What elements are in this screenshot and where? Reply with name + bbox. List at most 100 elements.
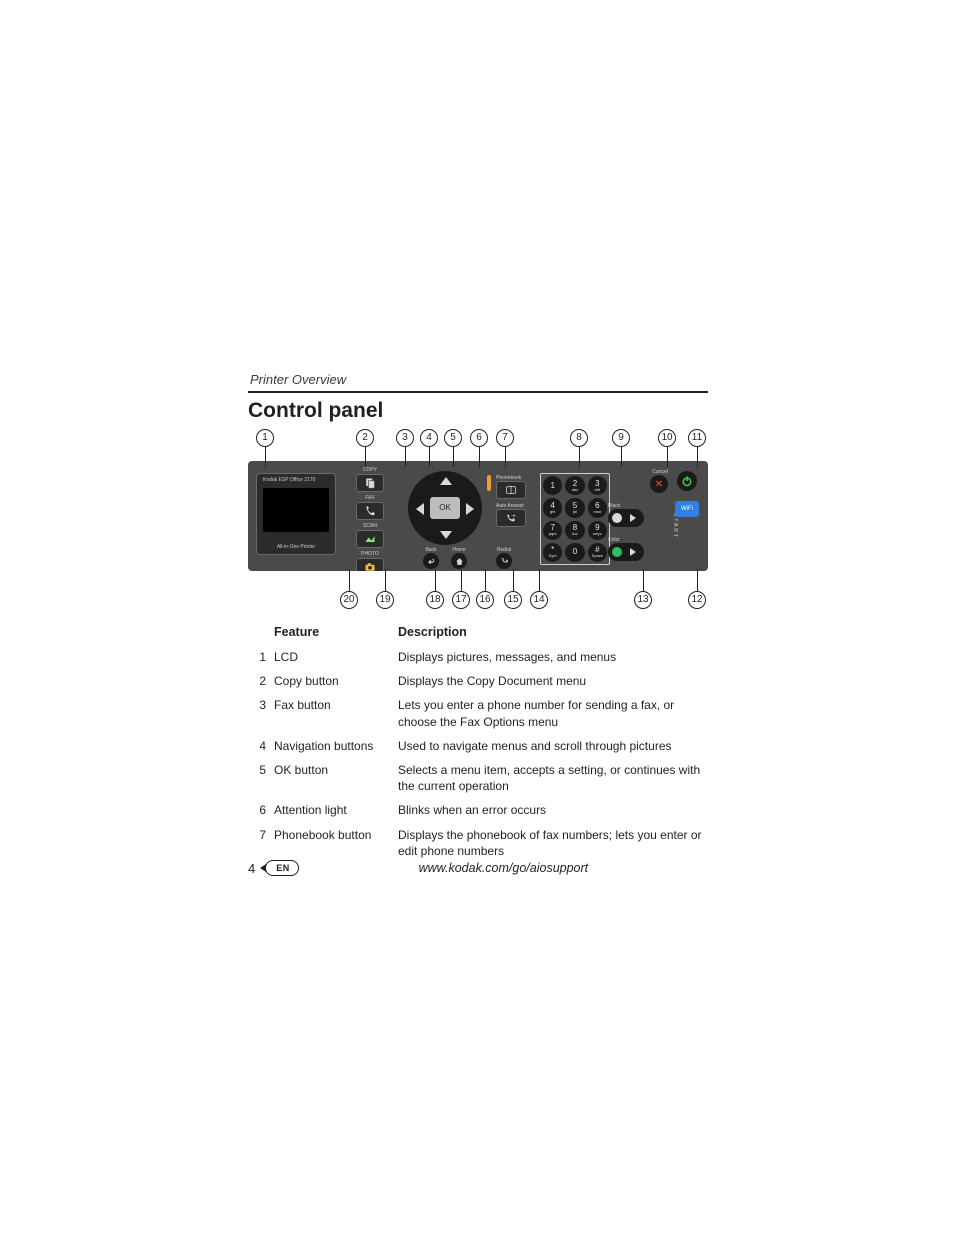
callout-17: 17 [452,591,470,609]
photo-button[interactable]: PHOTO [348,551,392,571]
start-black-button[interactable] [608,509,644,527]
numeric-keypad: 12abc3def 4ghi5jkl6mno 7pqrs8tuv9wxyz *Sym0… [540,473,610,565]
callout-leader [405,447,406,467]
back-home-group: Back Home [414,547,476,569]
table-row: 2Copy buttonDisplays the Copy Document m… [248,673,708,697]
copy-label: COPY [348,467,392,473]
callout-leader [505,447,506,467]
row-description: Blinks when an error occurs [398,802,708,826]
row-number: 2 [248,673,274,697]
callout-8: 8 [570,429,588,447]
printer-panel: Kodak ESP Office 2170 All-in-One Printer… [248,461,708,571]
callout-leader [365,447,366,467]
start-color-button[interactable] [608,543,644,561]
row-number: 6 [248,802,274,826]
keypad-key[interactable]: *Sym [543,543,562,562]
home-label: Home [451,547,467,553]
row-feature: Fax button [274,697,398,737]
keypad-key[interactable]: 1 [543,476,562,495]
callout-leader [435,569,436,591]
callout-9: 9 [612,429,630,447]
page-number: 4 [248,861,255,876]
lcd-screen [263,488,329,532]
nav-right-icon[interactable] [466,503,474,515]
row-description: Selects a menu item, accepts a setting, … [398,762,708,802]
callout-1: 1 [256,429,274,447]
callout-4: 4 [420,429,438,447]
lcd-brand-label: Kodak ESP Office 2170 [263,477,329,485]
redial-label: Redial [496,547,512,553]
back-icon [427,557,436,566]
callout-13: 13 [634,591,652,609]
keypad-key[interactable]: 6mno [588,498,607,517]
footer-url: www.kodak.com/go/aiosupport [299,861,708,875]
callout-leader [539,569,540,591]
callout-3: 3 [396,429,414,447]
phonebook-icon [505,485,517,495]
row-description: Used to navigate menus and scroll throug… [398,738,708,762]
row-description: Displays pictures, messages, and menus [398,649,708,673]
wifi-button[interactable]: WiFi [675,501,699,517]
callout-11: 11 [688,429,706,447]
row-number: 1 [248,649,274,673]
lcd-footer-label: All-in-One Printer [263,544,329,550]
row-feature: LCD [274,649,398,673]
copy-button[interactable]: COPY [348,467,392,492]
redial-icon [500,557,509,566]
keypad-key[interactable]: 5jkl [565,498,584,517]
row-description: Lets you enter a phone number for sendin… [398,697,708,737]
callout-18: 18 [426,591,444,609]
power-button[interactable] [677,471,697,491]
cancel-button[interactable] [650,475,668,493]
row-feature: Attention light [274,802,398,826]
callout-6: 6 [470,429,488,447]
callout-2: 2 [356,429,374,447]
callout-12: 12 [688,591,706,609]
back-button[interactable]: Back [423,547,439,569]
redial-button[interactable]: Redial [496,547,512,569]
feature-table: Feature Description 1LCDDisplays picture… [248,625,708,867]
power-wifi-group: WiFi [672,471,702,517]
nav-left-icon[interactable] [416,503,424,515]
section-title: Control panel [248,399,708,423]
camera-icon [364,561,376,571]
table-row: 1LCDDisplays pictures, messages, and men… [248,649,708,673]
keypad-key[interactable]: 2abc [565,476,584,495]
callout-leader [453,447,454,467]
keypad-key[interactable]: 7pqrs [543,521,562,540]
keypad-key[interactable]: 0 [565,543,584,562]
nav-up-icon[interactable] [440,477,452,485]
table-row: 6Attention lightBlinks when an error occ… [248,802,708,826]
phone-icon [364,505,376,517]
scan-icon [364,533,376,545]
th-description: Description [398,625,708,649]
nav-down-icon[interactable] [440,531,452,539]
keypad-key[interactable]: 4ghi [543,498,562,517]
row-feature: OK button [274,762,398,802]
home-button[interactable]: Home [451,547,467,569]
callout-14: 14 [530,591,548,609]
callout-leader [513,569,514,591]
row-feature: Navigation buttons [274,738,398,762]
cancel-label: Cancel [608,469,668,475]
callout-leader [265,447,266,467]
keypad-key[interactable]: #Space [588,543,607,562]
navigation-pad[interactable]: OK [408,471,482,545]
fax-button[interactable]: FAX [348,495,392,520]
callout-leader [385,569,386,591]
row-description: Displays the Copy Document menu [398,673,708,697]
keypad-key[interactable]: 3def [588,476,607,495]
callout-7: 7 [496,429,514,447]
ok-button[interactable]: OK [430,497,460,519]
callout-15: 15 [504,591,522,609]
header-rule [248,391,708,393]
scan-button[interactable]: SCAN [348,523,392,548]
callout-leader [349,569,350,591]
photo-label: PHOTO [348,551,392,557]
lcd-frame: Kodak ESP Office 2170 All-in-One Printer [256,473,336,555]
callout-leader [667,447,668,467]
keypad-key[interactable]: 9wxyz [588,521,607,540]
scan-label: SCAN [348,523,392,529]
row-feature: Copy button [274,673,398,697]
keypad-key[interactable]: 8tuv [565,521,584,540]
